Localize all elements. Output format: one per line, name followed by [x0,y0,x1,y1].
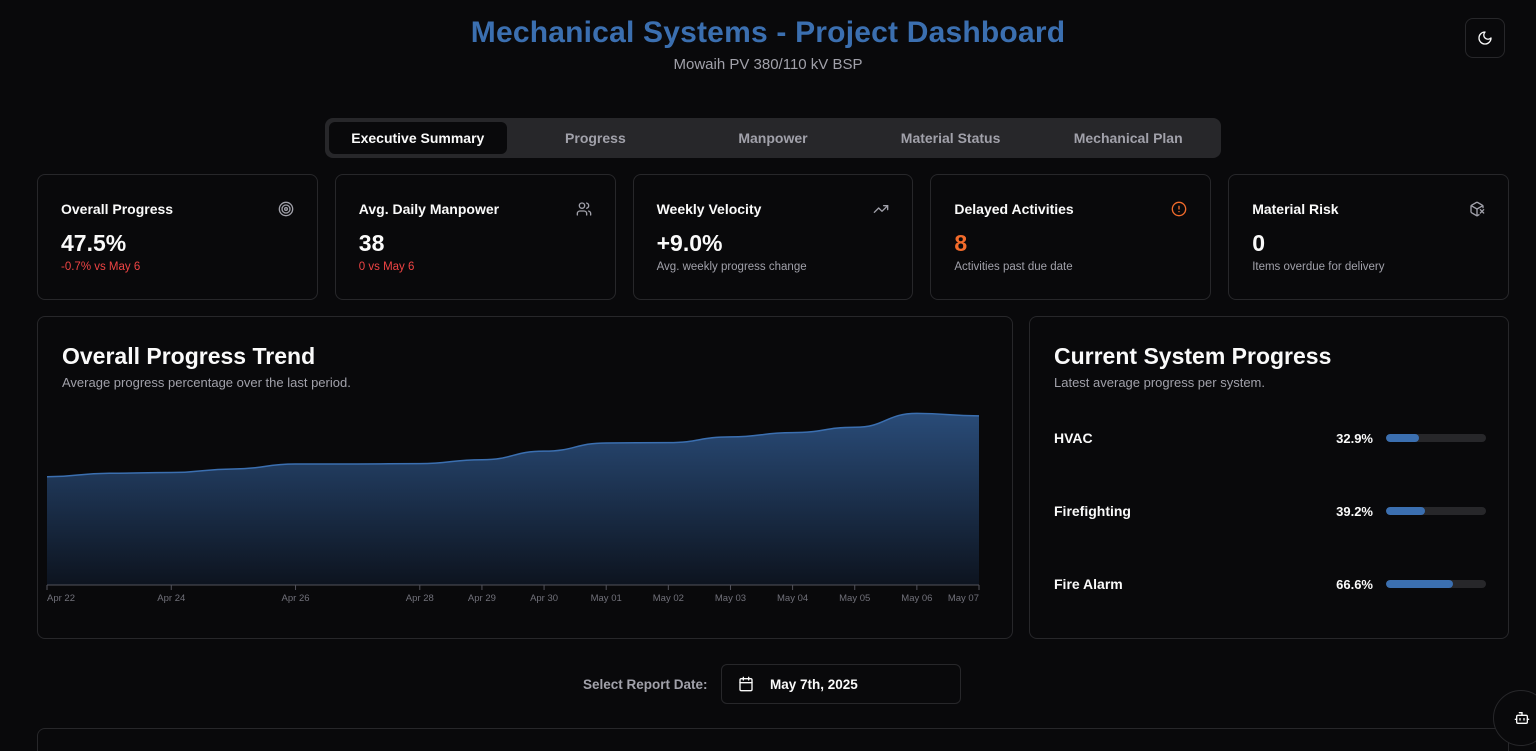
x-tick-label: May 01 [591,593,622,604]
system-name: Fire Alarm [1054,576,1123,592]
system-row-fire-alarm: Fire Alarm 66.6% [1054,574,1486,594]
system-progress-fill [1386,507,1426,515]
data-point-apr-22[interactable] [45,474,50,479]
x-tick-label: Apr 29 [468,593,496,604]
kpi-card-delayed-activities: Delayed Activities 8 Activities past due… [930,174,1212,300]
moon-icon [1478,31,1492,45]
x-tick-label: May 05 [839,593,870,604]
kpi-card-overall-progress: Overall Progress 47.5% -0.7% vs May 6 [37,174,318,300]
data-point-may-05[interactable] [852,425,857,430]
system-progress-card: Current System Progress Latest average p… [1029,316,1509,639]
trending-up-icon [873,201,889,217]
kpi-value: +9.0% [656,230,723,256]
trend-description: Average progress percentage over the las… [62,375,351,390]
system-row-hvac: HVAC 32.9% [1054,428,1486,448]
data-point-apr-28[interactable] [417,461,422,466]
kpi-card-material-risk: Material Risk 0 Items overdue for delive… [1228,174,1509,300]
system-progress-title: Current System Progress [1054,343,1332,369]
page-title: Mechanical Systems - Project Dashboard [470,16,1066,49]
x-tick-label: May 07 [948,593,979,604]
system-percent: 32.9% [1336,430,1373,446]
system-name: Firefighting [1054,503,1131,519]
data-point-apr-27[interactable] [355,461,360,466]
assistant-bot-button[interactable] [1493,690,1536,746]
kpi-title: Overall Progress [61,201,174,217]
users-icon [576,201,592,217]
package-x-icon [1469,201,1485,217]
data-point-apr-24[interactable] [169,470,174,475]
kpi-subtext: Activities past due date [954,261,1073,273]
x-tick-label: Apr 28 [406,593,434,604]
x-tick-label: Apr 30 [530,593,558,604]
x-tick-label: May 02 [653,593,684,604]
header: Mechanical Systems - Project Dashboard M… [0,16,1536,73]
progress-trend-card: Overall Progress Trend Average progress … [37,316,1013,639]
data-point-apr-26[interactable] [293,461,298,466]
kpi-value: 0 [1252,230,1265,256]
system-progress-description: Latest average progress per system. [1054,375,1265,390]
system-progress-bar [1386,434,1486,442]
kpi-subtext: Items overdue for delivery [1252,261,1385,273]
alert-circle-icon [1171,201,1187,217]
kpi-title: Weekly Velocity [656,201,762,217]
bot-icon [1514,712,1530,724]
kpi-value: 38 [358,230,385,256]
x-tick-label: Apr 24 [157,593,185,604]
tab-manpower[interactable]: Manpower [738,130,808,146]
data-point-may-01[interactable] [604,440,609,445]
tab-bar: Executive Summary Progress Manpower Mate… [325,118,1221,158]
target-icon [278,201,294,217]
kpi-title: Material Risk [1252,201,1339,217]
x-tick-label: Apr 22 [47,593,75,604]
x-tick-label: May 06 [901,593,932,604]
lower-section-card [37,728,1509,751]
report-date-picker[interactable]: May 7th, 2025 [721,664,961,704]
page-subtitle: Mowaih PV 380/110 kV BSP [673,56,863,73]
data-point-apr-30[interactable] [542,449,547,454]
trend-title: Overall Progress Trend [62,343,316,369]
kpi-subtext: Avg. weekly progress change [656,261,807,273]
tab-material-status[interactable]: Material Status [900,130,1001,146]
system-percent: 39.2% [1336,503,1373,519]
kpi-value: 47.5% [61,230,127,256]
kpi-card-weekly-velocity: Weekly Velocity +9.0% Avg. weekly progre… [632,174,914,300]
system-name: HVAC [1054,430,1093,446]
report-date-value: May 7th, 2025 [770,676,858,692]
theme-toggle-button[interactable] [1465,18,1505,58]
system-progress-bar [1386,580,1486,588]
kpi-subtext: 0 vs May 6 [358,261,415,273]
data-point-may-07[interactable] [977,413,982,418]
x-tick-label: Apr 26 [282,593,310,604]
system-progress-fill [1386,580,1453,588]
kpi-title: Delayed Activities [954,201,1074,217]
kpi-subtext: -0.7% vs May 6 [61,261,141,273]
x-tick-label: May 03 [715,593,746,604]
kpi-card-avg-daily-manpower: Avg. Daily Manpower 38 0 vs May 6 [334,174,616,300]
data-point-may-06[interactable] [914,411,919,416]
system-percent: 66.6% [1336,576,1373,592]
tab-mechanical-plan[interactable]: Mechanical Plan [1073,130,1183,146]
data-point-may-03[interactable] [728,434,733,439]
system-row-firefighting: Firefighting 39.2% [1054,501,1486,521]
data-point-apr-29[interactable] [479,457,484,462]
tab-executive-summary[interactable]: Executive Summary [329,122,507,154]
x-tick-label: May 04 [777,593,808,604]
kpi-row: Overall Progress 47.5% -0.7% vs May 6 Av… [37,174,1509,300]
kpi-value: 8 [954,230,968,256]
progress-trend-chart: Apr 22 Apr 24 Apr 26 Apr 28 Apr 29 Apr 30 May … [45,411,982,604]
report-date-label: Select Report Date: [583,677,708,692]
tab-progress[interactable]: Progress [565,130,626,146]
kpi-title: Avg. Daily Manpower [358,201,500,217]
system-progress-fill [1386,434,1419,442]
progress-line [46,412,980,478]
calendar-icon [739,676,753,692]
progress-area [47,413,979,585]
data-point-apr-23[interactable] [107,471,112,476]
data-point-may-02[interactable] [666,440,671,445]
data-point-may-04[interactable] [790,430,795,435]
system-progress-bar [1386,507,1486,515]
data-point-apr-25[interactable] [231,466,236,471]
